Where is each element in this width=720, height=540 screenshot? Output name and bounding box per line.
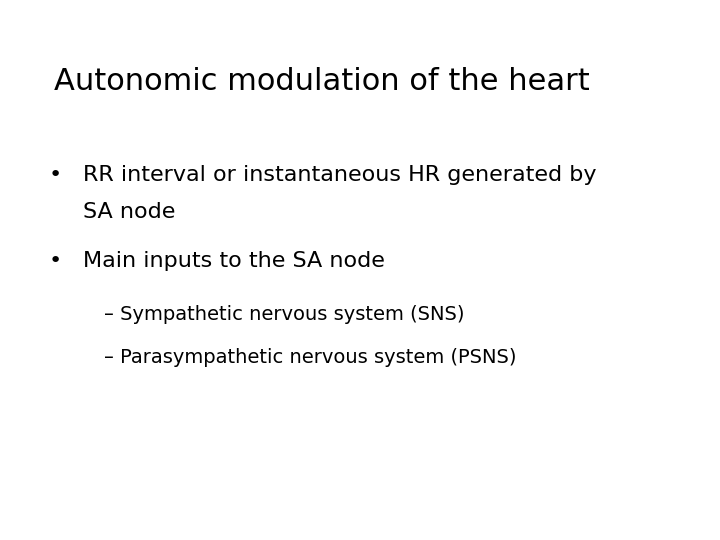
Text: •: •: [49, 165, 62, 185]
Text: Main inputs to the SA node: Main inputs to the SA node: [83, 251, 384, 271]
Text: Autonomic modulation of the heart: Autonomic modulation of the heart: [54, 68, 590, 97]
Text: SA node: SA node: [83, 202, 175, 222]
Text: •: •: [49, 251, 62, 271]
Text: RR interval or instantaneous HR generated by: RR interval or instantaneous HR generate…: [83, 165, 596, 185]
Text: – Parasympathetic nervous system (PSNS): – Parasympathetic nervous system (PSNS): [104, 348, 517, 367]
Text: – Sympathetic nervous system (SNS): – Sympathetic nervous system (SNS): [104, 305, 465, 324]
